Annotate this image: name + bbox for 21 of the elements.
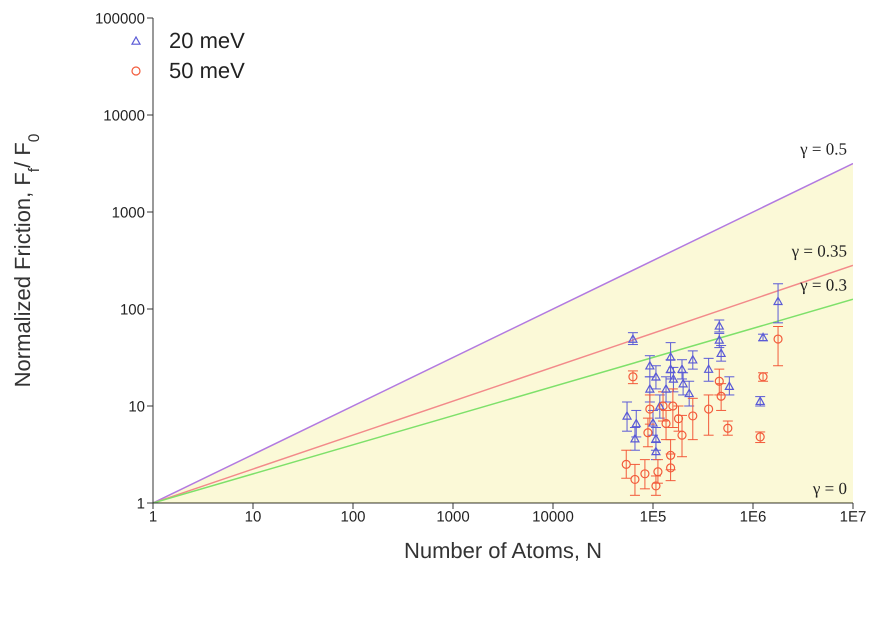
series-label: γ = 0.5 — [799, 140, 847, 159]
x-tick-label: 1000 — [436, 508, 470, 526]
y-tick-label: 1 — [136, 495, 145, 512]
y-tick-label: 10 — [128, 398, 145, 416]
x-axis-title: Number of Atoms, N — [404, 538, 602, 563]
series-label: γ = 0.3 — [799, 275, 847, 294]
x-tick-label: 1E5 — [640, 508, 666, 526]
x-tick-label: 1 — [148, 508, 158, 526]
series-label: γ = 0.35 — [790, 241, 847, 260]
x-tick-label: 10000 — [532, 508, 574, 526]
x-tick-label: 10 — [244, 508, 262, 526]
y-tick-label: 1000 — [112, 204, 145, 222]
legend-label: 20 meV — [169, 27, 245, 55]
x-tick-label: 100 — [340, 508, 366, 526]
y-tick-label: 10000 — [103, 107, 145, 124]
y-tick-label: 100000 — [94, 10, 145, 28]
y-tick-label: 100 — [120, 301, 145, 318]
legend-label: 50 meV — [169, 57, 245, 85]
x-tick-label: 1E7 — [840, 508, 866, 526]
series-label: γ = 0 — [812, 479, 847, 498]
x-tick-label: 1E6 — [740, 508, 766, 526]
